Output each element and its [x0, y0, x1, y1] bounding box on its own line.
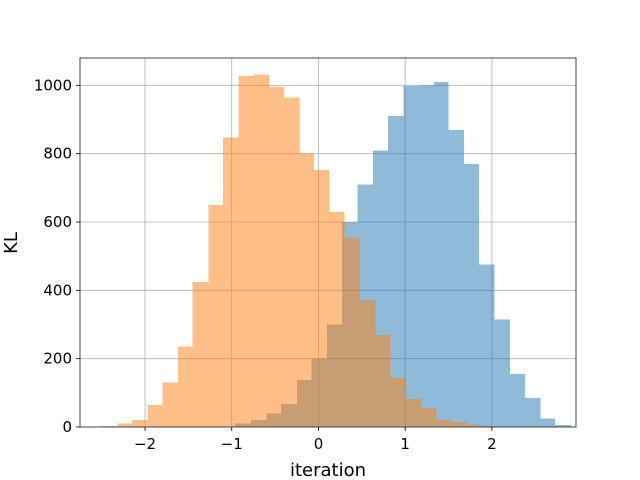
histogram-bar-series-2 — [117, 423, 133, 427]
axes-frame — [79, 57, 577, 428]
histogram-bar-series-2 — [192, 281, 209, 427]
x-axis-ticks: −2 −1 0 1 2 — [134, 427, 497, 453]
histogram-bar-series-2 — [390, 377, 407, 427]
histogram-bar-series-1 — [478, 264, 495, 427]
histogram-bar-series-1 — [540, 418, 556, 427]
histogram-bar-series-2 — [344, 237, 361, 427]
histogram-bar-series-2 — [283, 97, 300, 428]
histogram-bar-series-1 — [433, 81, 449, 428]
y-tick-label: 800 — [43, 145, 72, 163]
histogram-bar-series-2 — [481, 425, 498, 427]
x-tick-label: 0 — [314, 435, 324, 453]
histogram-bar-series-2 — [406, 398, 421, 427]
histogram-bar-series-2 — [436, 420, 452, 427]
y-axis-ticks: 0 200 400 600 800 1000 — [34, 76, 80, 436]
y-tick-label: 0 — [62, 418, 72, 436]
y-tick-label: 600 — [43, 213, 72, 231]
histogram-bar-series-2 — [451, 421, 467, 427]
y-tick-label: 1000 — [34, 76, 72, 94]
histogram-bar-series-2 — [147, 404, 163, 427]
histogram-bar-series-1 — [448, 129, 465, 427]
x-tick-label: 1 — [400, 435, 410, 453]
histogram-bar-series-2 — [238, 76, 254, 427]
x-tick-label: −1 — [221, 435, 243, 453]
histogram-bars — [101, 74, 571, 428]
y-axis-label: KL — [1, 232, 22, 254]
histogram-bar-series-1 — [524, 397, 541, 427]
histogram-bar-series-1 — [464, 163, 479, 427]
histogram-bar-series-2 — [132, 420, 148, 427]
histogram-bar-series-2 — [177, 346, 193, 427]
histogram-bar-series-2 — [208, 204, 224, 427]
histogram-bar-series-2 — [162, 382, 178, 427]
histogram-bar-series-2 — [223, 137, 239, 427]
x-axis-label: iteration — [290, 460, 366, 480]
histogram-bar-series-1 — [418, 85, 434, 427]
histogram-bar-series-2 — [360, 300, 376, 427]
histogram-bar-series-2 — [299, 153, 315, 427]
histogram-bar-series-2 — [101, 425, 118, 427]
y-tick-label: 200 — [43, 350, 72, 368]
histogram-bar-series-2 — [420, 408, 437, 427]
histogram-bar-series-1 — [494, 319, 511, 427]
histogram-bar-series-1 — [510, 374, 525, 427]
y-tick-label: 400 — [43, 281, 72, 299]
histogram-bar-series-2 — [314, 170, 330, 428]
histogram-bar-series-2 — [466, 424, 482, 427]
histogram-bar-series-1 — [555, 424, 571, 427]
histogram-bar-series-2 — [253, 74, 270, 428]
histogram-bar-series-1 — [387, 116, 404, 427]
histogram-bar-series-2 — [329, 211, 345, 427]
histogram-bar-series-2 — [269, 87, 284, 428]
x-tick-label: −2 — [134, 435, 156, 453]
histogram-bar-series-2 — [375, 334, 391, 427]
histogram-bar-series-1 — [403, 86, 419, 428]
x-tick-label: 2 — [487, 435, 497, 453]
